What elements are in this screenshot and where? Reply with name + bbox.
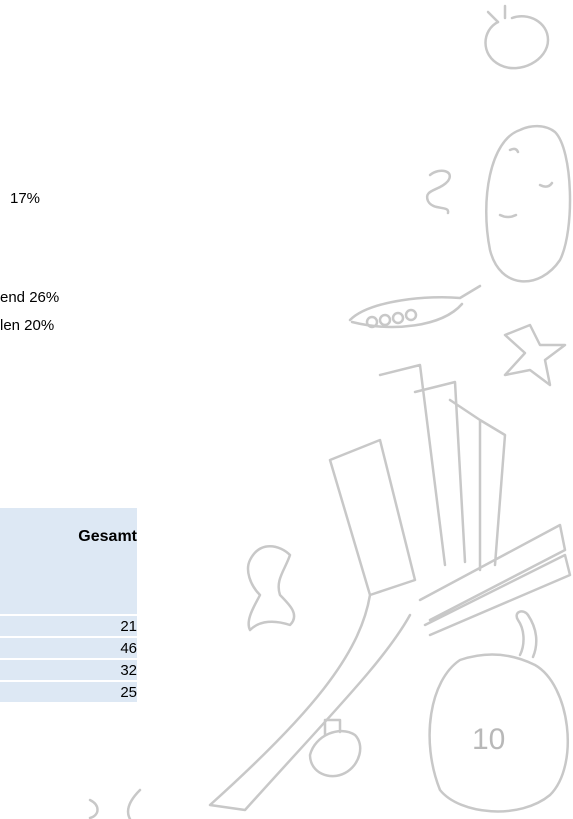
pepper-stem: [515, 610, 538, 659]
potato: [485, 124, 572, 283]
text-line: 17%: [10, 190, 41, 207]
page-number: 10: [472, 723, 506, 756]
pea: [404, 308, 418, 322]
table-cell: 25: [0, 682, 137, 704]
pea: [378, 313, 392, 327]
mushroom: [308, 718, 362, 778]
strawberry-leaf: [486, 4, 507, 24]
pasta-spiral: [425, 169, 451, 215]
farfalle: [246, 545, 296, 632]
strawberry: [484, 15, 550, 70]
pea: [365, 315, 379, 329]
leek: [208, 363, 572, 812]
pea: [391, 311, 405, 325]
pepper: [428, 653, 569, 813]
text-line: len 20%: [0, 317, 55, 334]
table-header: Gesamt: [0, 508, 137, 616]
table-cell: 21: [0, 616, 137, 638]
farfalle: [503, 323, 567, 387]
pea-pod: [348, 284, 482, 329]
table: Gesamt 21 46 32 25: [0, 508, 137, 704]
potato-eyes: [498, 147, 554, 219]
table-cell: 46: [0, 638, 137, 660]
text-line: end 26%: [0, 289, 60, 306]
table-cell: 32: [0, 660, 137, 682]
scribble: [88, 788, 142, 819]
